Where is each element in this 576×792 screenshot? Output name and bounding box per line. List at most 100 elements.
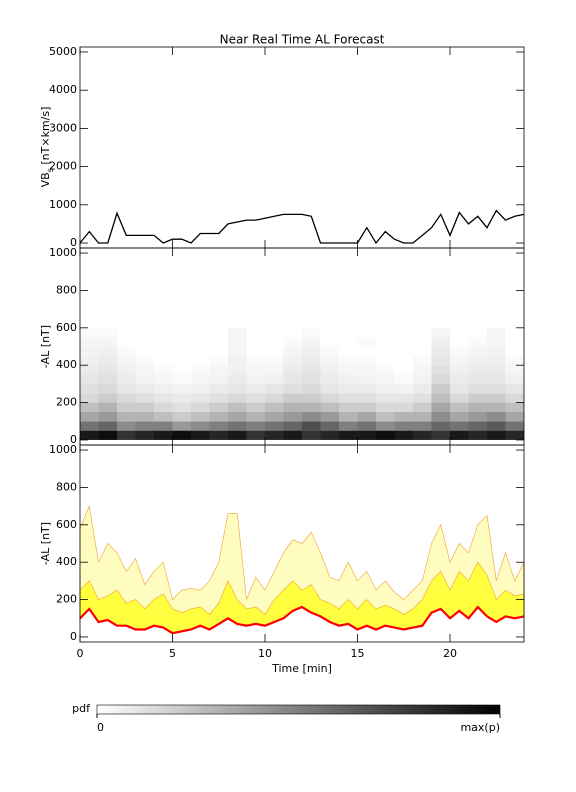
- heat-cell: [154, 327, 173, 338]
- heat-cell: [154, 346, 173, 356]
- heat-cell: [376, 327, 395, 338]
- heat-cell: [172, 383, 191, 394]
- heat-cell: [339, 365, 358, 375]
- heat-cell: [394, 365, 413, 375]
- heat-cell: [98, 346, 117, 356]
- colorbar: [96, 704, 501, 715]
- heat-cell: [283, 374, 302, 384]
- heat-cell: [339, 346, 358, 356]
- heat-cell: [135, 411, 154, 422]
- heat-cell: [413, 411, 432, 422]
- heat-cell: [80, 374, 99, 384]
- heat-cell: [357, 327, 376, 338]
- heat-cell: [357, 337, 376, 347]
- heat-cell: [154, 411, 173, 422]
- heat-cell: [505, 383, 524, 394]
- heat-cell: [450, 337, 469, 347]
- heat-cell: [413, 374, 432, 384]
- heat-cell: [487, 355, 506, 366]
- heat-cell: [265, 374, 284, 384]
- heat-cell: [283, 346, 302, 356]
- heat-cell: [487, 327, 506, 338]
- heat-cell: [209, 402, 228, 412]
- heat-cell: [265, 411, 284, 422]
- heat-cell: [339, 327, 358, 338]
- heat-cell: [265, 355, 284, 366]
- heat-cell: [320, 365, 339, 375]
- heat-cell: [246, 383, 265, 394]
- heat-cell: [413, 346, 432, 356]
- heat-cell: [172, 402, 191, 412]
- heat-cell: [394, 402, 413, 412]
- heat-cell: [468, 421, 487, 431]
- y-tick-label: 600: [56, 518, 77, 531]
- heat-cell: [80, 383, 99, 394]
- heat-cell: [413, 430, 432, 440]
- heat-cell: [135, 327, 154, 338]
- heat-cell: [246, 421, 265, 431]
- heat-cell: [209, 421, 228, 431]
- heat-cell: [98, 383, 117, 394]
- heat-cell: [283, 421, 302, 431]
- heat-cell: [191, 337, 210, 347]
- y-tick-label: 400: [56, 555, 77, 568]
- y-tick-label: 0: [70, 236, 77, 249]
- y-tick-label: 800: [56, 283, 77, 296]
- x-axis-label: Time [min]: [271, 662, 332, 675]
- heat-cell: [98, 327, 117, 338]
- heat-cell: [468, 355, 487, 366]
- heat-cell: [302, 374, 321, 384]
- heat-cell: [487, 374, 506, 384]
- heat-cell: [339, 393, 358, 403]
- heat-cell: [302, 327, 321, 338]
- heat-cell: [320, 421, 339, 431]
- heat-cell: [339, 355, 358, 366]
- heat-cell: [80, 430, 99, 440]
- heat-cell: [228, 421, 247, 431]
- heat-cell: [135, 430, 154, 440]
- heat-cell: [209, 365, 228, 375]
- heat-cell: [357, 346, 376, 356]
- heat-cell: [450, 327, 469, 338]
- heat-cell: [320, 337, 339, 347]
- heat-cell: [209, 374, 228, 384]
- heat-cell: [413, 393, 432, 403]
- heat-cell: [172, 374, 191, 384]
- heat-cell: [487, 402, 506, 412]
- heat-cell: [154, 393, 173, 403]
- heat-cell: [357, 393, 376, 403]
- heat-cell: [80, 337, 99, 347]
- heat-cell: [302, 346, 321, 356]
- heat-cell: [80, 411, 99, 422]
- heat-cell: [431, 411, 450, 422]
- chart-title: Near Real Time AL Forecast: [220, 33, 385, 47]
- heat-cell: [117, 411, 136, 422]
- heat-cell: [468, 383, 487, 394]
- heat-cell: [209, 337, 228, 347]
- heat-cell: [357, 365, 376, 375]
- heat-cell: [431, 337, 450, 347]
- heat-cell: [376, 411, 395, 422]
- heat-cell: [320, 355, 339, 366]
- heat-cell: [80, 421, 99, 431]
- heat-cell: [191, 393, 210, 403]
- heat-cell: [228, 430, 247, 440]
- heat-cell: [154, 421, 173, 431]
- heat-cell: [394, 411, 413, 422]
- y-tick-label: 1000: [49, 246, 77, 259]
- y-label-sub: s: [46, 168, 55, 172]
- y-tick-label: 4000: [49, 83, 77, 96]
- heat-cell: [283, 402, 302, 412]
- colorbar-tick-label: 0: [97, 721, 104, 734]
- heat-cell: [413, 421, 432, 431]
- heat-cell: [468, 411, 487, 422]
- heat-cell: [302, 355, 321, 366]
- heat-cell: [468, 374, 487, 384]
- heat-cell: [172, 327, 191, 338]
- heat-cell: [246, 430, 265, 440]
- heat-cell: [302, 421, 321, 431]
- heat-cell: [487, 411, 506, 422]
- heat-cell: [246, 355, 265, 366]
- heat-cell: [357, 421, 376, 431]
- heat-cell: [283, 355, 302, 366]
